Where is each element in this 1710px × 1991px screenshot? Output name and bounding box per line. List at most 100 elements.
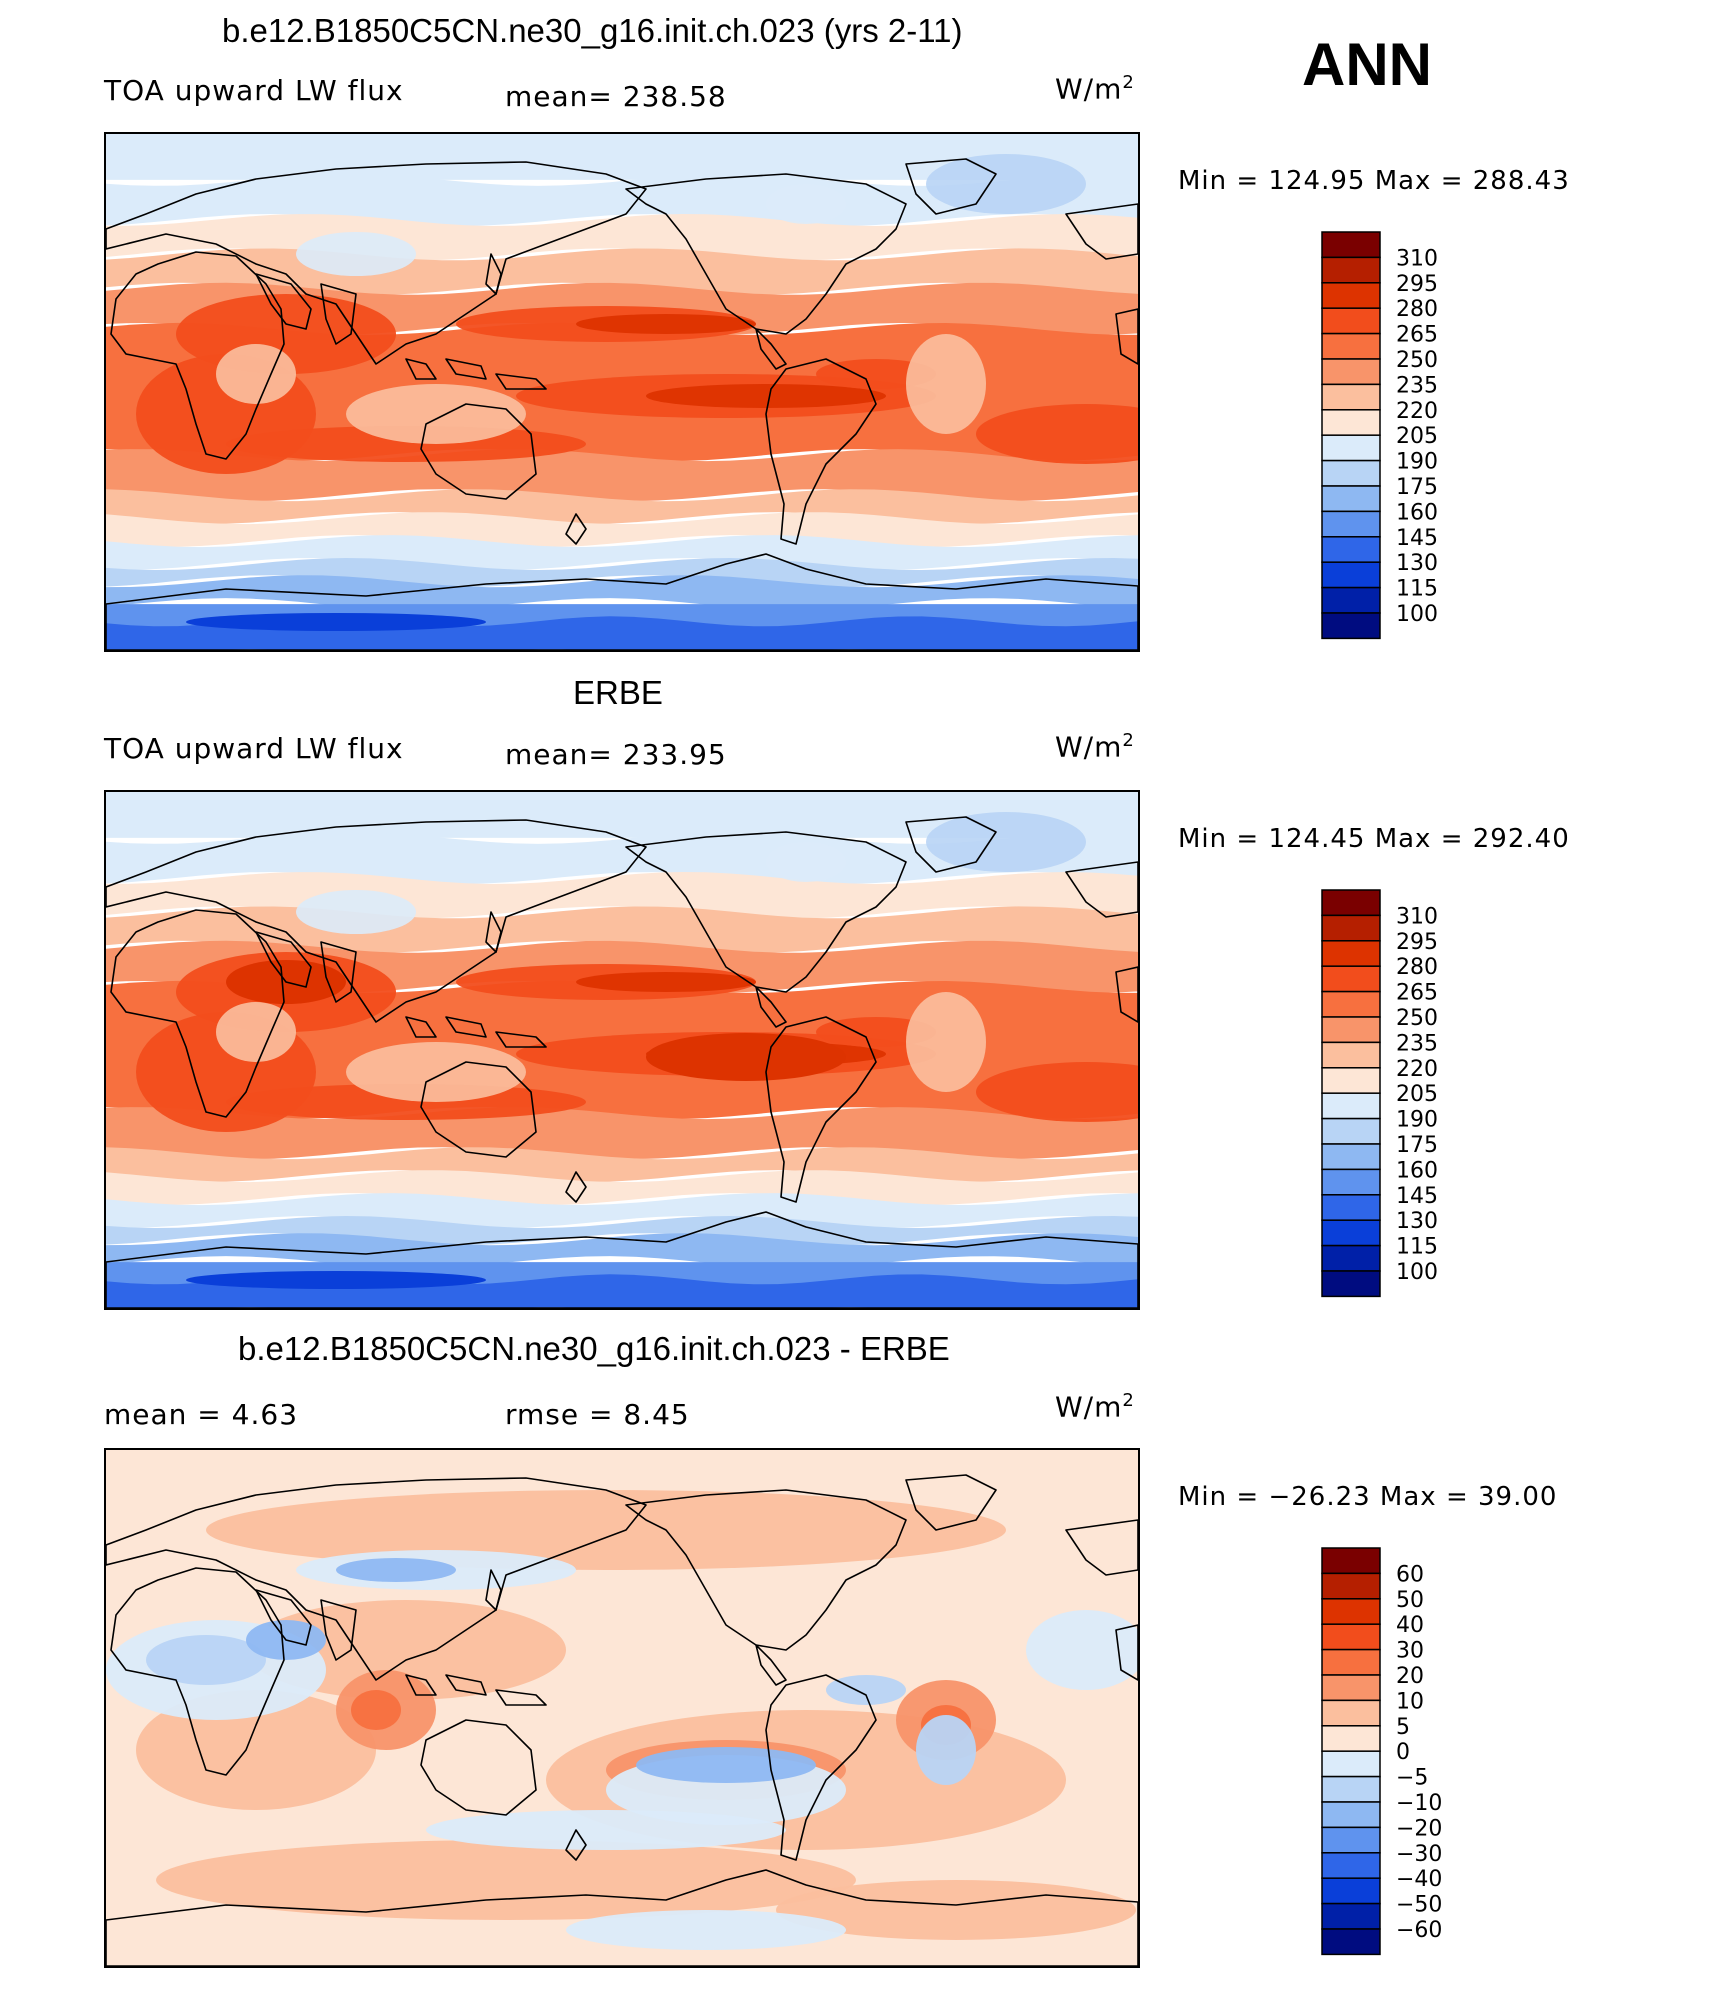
colorbar-label: −10 [1396, 1791, 1442, 1816]
panel1-minmax: Min = 124.95 Max = 288.43 [1178, 166, 1570, 196]
panel1-title: b.e12.B1850C5CN.ne30_g16.init.ch.023 (yr… [222, 12, 963, 49]
contour-feature [246, 1600, 566, 1700]
coastline [320, 1599, 357, 1661]
colorbar-box [1321, 434, 1381, 462]
coastline [445, 1674, 487, 1696]
contour-feature [296, 232, 416, 276]
colorbar-box [1321, 1877, 1381, 1905]
coastline [405, 358, 437, 380]
colorbar-label: 30 [1396, 1639, 1424, 1664]
contour-feature [766, 184, 846, 224]
colorbar-box [1321, 1117, 1381, 1145]
contour-feature [816, 1017, 936, 1047]
contour-feature [426, 1810, 786, 1850]
contour-feature [926, 812, 1086, 872]
colorbar-box [1321, 586, 1381, 614]
coastline [765, 1016, 877, 1203]
contour-feature [1026, 1610, 1138, 1690]
coastline [405, 1674, 437, 1696]
colorbar-box [1321, 256, 1381, 284]
contour-band [106, 1147, 1138, 1183]
panel2-minmax: Min = 124.45 Max = 292.40 [1178, 824, 1570, 854]
coastline [755, 986, 787, 1028]
contour-band [106, 575, 1138, 611]
colorbar-box [1321, 1270, 1381, 1298]
colorbar-label: −30 [1396, 1842, 1442, 1867]
colorbar-label: 310 [1396, 904, 1438, 929]
coastline [495, 373, 547, 390]
colorbar-box [1321, 1092, 1381, 1120]
panel2-coastlines [106, 816, 1138, 1308]
colorbar-label: 280 [1396, 297, 1438, 322]
colorbar-box [1321, 1623, 1381, 1651]
contour-feature [926, 154, 1086, 214]
coastline [110, 1567, 285, 1776]
colorbar-label: 50 [1396, 1588, 1424, 1613]
contour-feature [646, 384, 886, 408]
colorbar-box [1321, 1725, 1381, 1752]
coastline [565, 513, 587, 545]
colorbar-label: 265 [1396, 323, 1438, 348]
coastline [320, 941, 357, 1003]
colorbar-label: 310 [1396, 246, 1438, 271]
colorbar-label: 175 [1396, 1133, 1438, 1158]
colorbar-label: 205 [1396, 1082, 1438, 1107]
colorbar-label: 100 [1396, 602, 1438, 627]
colorbar-box [1321, 383, 1381, 411]
coastline [905, 816, 997, 873]
colorbar-label: 20 [1396, 1664, 1424, 1689]
colorbar-box [1321, 990, 1381, 1018]
contour-feature [906, 992, 986, 1092]
contour-feature [906, 334, 986, 434]
colorbar-box [1321, 1648, 1381, 1676]
colorbar-box [1321, 1775, 1381, 1803]
contour-feature [766, 842, 846, 882]
contour-feature [916, 1715, 976, 1785]
coastline [106, 1869, 1138, 1966]
coastline [1115, 966, 1138, 1023]
colorbar-label: −50 [1396, 1893, 1442, 1918]
season-label: ANN [1302, 31, 1432, 98]
colorbar-box [1321, 1067, 1381, 1094]
panel1-variable: TOA upward LW flux [104, 74, 404, 107]
coastline [1065, 861, 1138, 918]
contour-feature [186, 613, 486, 631]
colorbar-box [1321, 1674, 1381, 1702]
coastline [106, 1477, 647, 1681]
colorbar-label: 115 [1396, 1235, 1438, 1260]
contour-band [106, 535, 1138, 570]
colorbar-label: 265 [1396, 981, 1438, 1006]
colorbar-box [1321, 1143, 1381, 1171]
colorbar-box [1321, 231, 1381, 259]
colorbar-box [1321, 1826, 1381, 1854]
colorbar-label: 130 [1396, 551, 1438, 576]
panel2-field [106, 792, 1138, 1308]
contour-feature [186, 1271, 486, 1289]
panel3-coastlines [106, 1474, 1138, 1966]
coastline [565, 1171, 587, 1203]
contour-feature [146, 1635, 266, 1685]
panel2-mean: mean= 233.95 [505, 738, 727, 771]
contour-feature [976, 1062, 1138, 1122]
coastline [405, 1016, 437, 1038]
contour-band [106, 792, 1138, 838]
colorbar-label: 160 [1396, 500, 1438, 525]
contour-band [106, 449, 1138, 502]
panel2-units: W/m2 [1055, 730, 1135, 764]
contour-band [106, 1193, 1138, 1228]
colorbar-box [1321, 485, 1381, 513]
colorbar-box [1321, 889, 1381, 917]
contour-feature [976, 404, 1138, 464]
colorbar-box [1321, 1852, 1381, 1879]
panel2-title: ERBE [573, 674, 663, 711]
coastline [495, 1031, 547, 1048]
contour-feature [216, 1002, 296, 1062]
coastline [765, 358, 877, 545]
colorbar-label: 115 [1396, 577, 1438, 602]
contour-feature [576, 972, 756, 992]
colorbar-box [1321, 1016, 1381, 1044]
colorbar-box [1321, 282, 1381, 309]
coastline [255, 931, 312, 988]
colorbar-box [1321, 1598, 1381, 1625]
colorbar-label: 5 [1396, 1715, 1410, 1740]
